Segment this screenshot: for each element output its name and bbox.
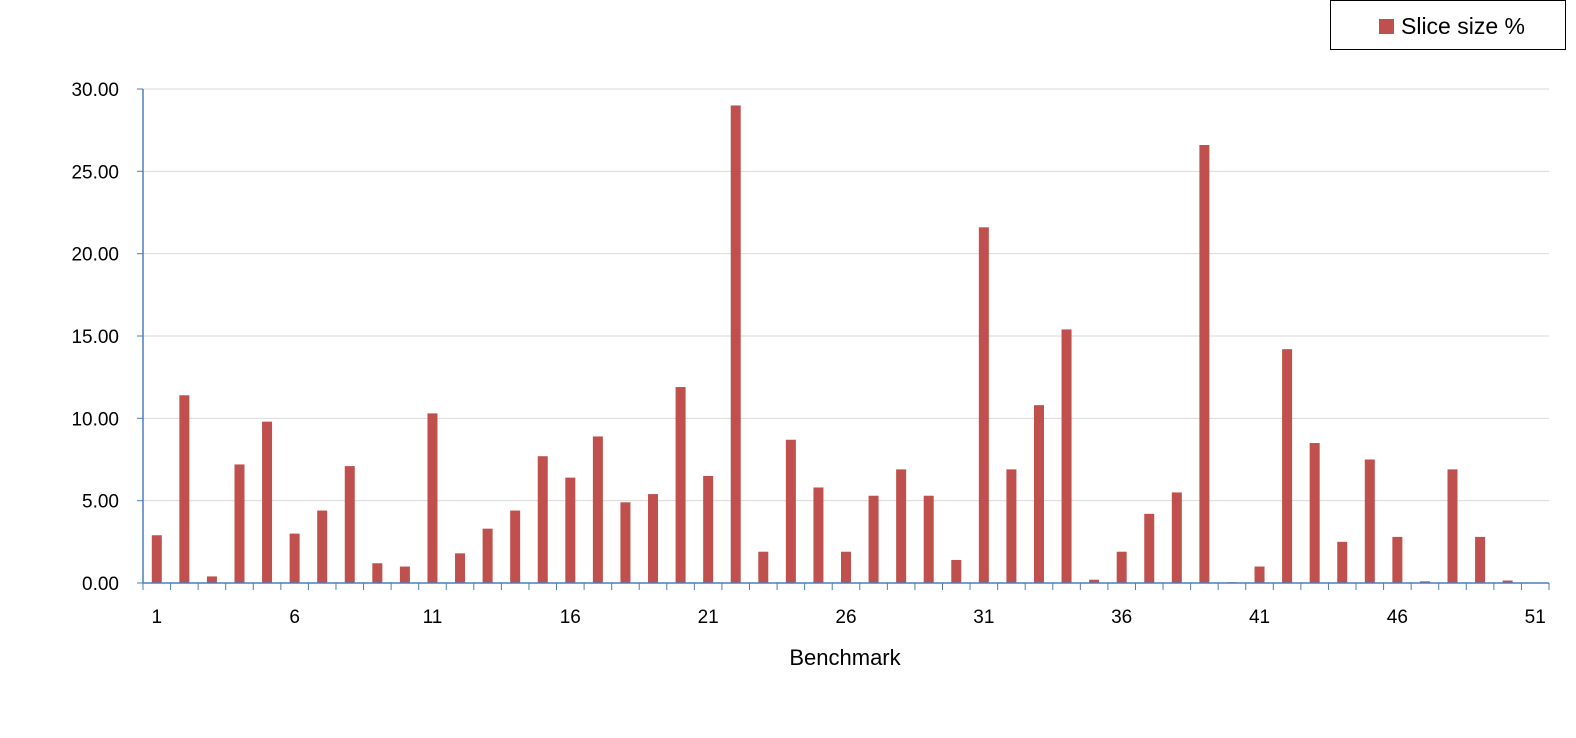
bar xyxy=(1447,469,1458,583)
bar xyxy=(565,477,576,583)
bar xyxy=(951,559,962,583)
bar xyxy=(1006,469,1017,583)
bar xyxy=(703,475,714,583)
bar xyxy=(510,510,521,583)
bar xyxy=(1061,329,1072,583)
x-tick-label: 16 xyxy=(560,607,581,628)
x-tick-label: 6 xyxy=(289,607,300,628)
bar xyxy=(1309,443,1320,583)
x-axis-title: Benchmark xyxy=(789,645,901,670)
bar xyxy=(1254,566,1265,583)
bar xyxy=(289,533,300,583)
y-axis-ticks: 0.00 5.00 10.00 15.00 20.00 25.00 30.00 xyxy=(71,80,143,595)
bar xyxy=(399,566,410,583)
x-tick-label: 51 xyxy=(1525,607,1546,628)
bar xyxy=(648,494,659,583)
bar xyxy=(620,502,631,583)
bar xyxy=(1502,580,1513,583)
bar xyxy=(482,528,493,583)
bar xyxy=(1364,459,1375,583)
bar xyxy=(344,466,355,583)
y-tick-label: 30.00 xyxy=(71,80,119,101)
bar xyxy=(1171,492,1182,583)
bar xyxy=(1116,551,1127,583)
bar xyxy=(262,421,273,583)
bar xyxy=(372,563,383,583)
bar xyxy=(785,439,796,583)
bar xyxy=(758,551,769,583)
x-tick-label: 1 xyxy=(151,607,162,628)
bar xyxy=(868,495,879,583)
y-tick-label: 5.00 xyxy=(82,492,119,513)
y-tick-label: 25.00 xyxy=(71,162,119,183)
bars xyxy=(151,105,1513,583)
y-tick-label: 10.00 xyxy=(71,409,119,430)
y-tick-label: 20.00 xyxy=(71,245,119,266)
bar xyxy=(1033,405,1044,583)
bar xyxy=(1392,536,1403,583)
x-tick-label: 41 xyxy=(1249,607,1270,628)
bar xyxy=(427,413,438,583)
bar xyxy=(813,487,824,583)
bar xyxy=(841,551,851,583)
grid-lines xyxy=(143,88,1549,502)
bar xyxy=(206,576,217,583)
bar xyxy=(1337,541,1348,583)
y-tick-label: 0.00 xyxy=(82,574,119,595)
bar xyxy=(978,227,989,583)
bar xyxy=(455,553,466,583)
bar xyxy=(896,469,907,583)
legend: Slice size % xyxy=(1330,0,1566,50)
bar xyxy=(730,105,741,583)
legend-swatch xyxy=(1379,19,1394,34)
x-tick-label: 46 xyxy=(1387,607,1408,628)
x-axis-ticks: 1 6 11 16 21 26 31 36 41 46 51 xyxy=(142,583,1550,628)
bar xyxy=(234,464,245,583)
bar xyxy=(923,495,934,583)
x-tick-label: 36 xyxy=(1111,607,1132,628)
bar xyxy=(592,436,603,583)
bar xyxy=(1282,349,1293,583)
bar xyxy=(1144,513,1155,583)
bar xyxy=(317,510,328,583)
bar xyxy=(1089,579,1100,583)
bar xyxy=(179,395,190,583)
bar xyxy=(1475,536,1486,583)
legend-label: Slice size % xyxy=(1401,13,1525,39)
bar xyxy=(675,387,686,583)
x-tick-label: 31 xyxy=(973,607,994,628)
x-tick-label: 21 xyxy=(698,607,719,628)
y-tick-label: 15.00 xyxy=(71,327,119,348)
x-tick-label: 11 xyxy=(423,607,443,628)
bar xyxy=(537,456,548,583)
x-tick-label: 26 xyxy=(835,607,856,628)
bar xyxy=(1199,144,1210,583)
bar xyxy=(1419,581,1430,583)
bar xyxy=(151,535,162,583)
